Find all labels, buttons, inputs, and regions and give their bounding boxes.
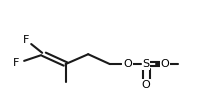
Text: O: O <box>142 80 150 90</box>
Text: O: O <box>123 59 132 69</box>
Text: O: O <box>161 59 169 69</box>
Text: F: F <box>13 59 20 68</box>
Text: F: F <box>23 35 30 45</box>
Text: S: S <box>143 59 150 69</box>
